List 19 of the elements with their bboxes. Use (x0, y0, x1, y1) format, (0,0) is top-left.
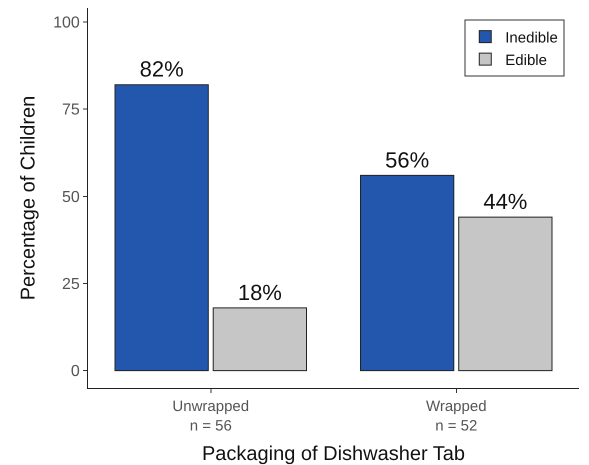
bar (212, 307, 307, 372)
y-tick-label: 0 (70, 363, 80, 380)
y-tick-label: 25 (62, 276, 80, 294)
bar (360, 174, 454, 372)
bar (114, 84, 209, 372)
y-tick-label: 100 (53, 14, 80, 32)
x-tick-label: Unwrapped n = 56 (172, 398, 250, 434)
y-tick-label: 75 (62, 102, 80, 119)
x-axis-title: Packaging of Dishwasher Tab (202, 443, 466, 465)
x-tick-label: Wrapped n = 52 (426, 398, 487, 434)
data-label: 44% (483, 189, 528, 214)
legend-label: Edible (505, 52, 547, 69)
data-label: 82% (140, 56, 184, 82)
y-tick-label: 50 (62, 188, 80, 206)
bar (458, 216, 552, 372)
data-label: 18% (238, 280, 282, 305)
legend-label: Inedible (505, 30, 558, 46)
y-axis-title: Percentage of Children (18, 96, 40, 300)
data-label: 56% (385, 147, 430, 172)
